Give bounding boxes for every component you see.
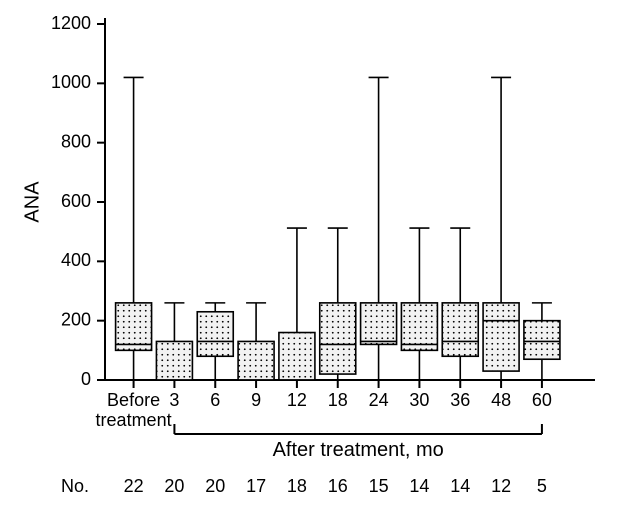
box [197, 303, 233, 380]
xtick-label: 60 [532, 390, 552, 410]
xtick-label: 9 [251, 390, 261, 410]
ytick-label: 0 [81, 369, 91, 389]
ytick-label: 1000 [51, 72, 91, 92]
ytick-label: 600 [61, 191, 91, 211]
no-value: 14 [450, 476, 470, 496]
no-value: 20 [205, 476, 225, 496]
ytick-label: 400 [61, 250, 91, 270]
boxplot-chart: 020040060080010001200ANABeforetreatment3… [0, 0, 622, 507]
box [320, 228, 356, 380]
no-value: 22 [124, 476, 144, 496]
box [361, 77, 397, 380]
box [524, 303, 560, 380]
no-value: 16 [328, 476, 348, 496]
ytick-label: 200 [61, 309, 91, 329]
xtick-label: 30 [409, 390, 429, 410]
xtick-label: 18 [328, 390, 348, 410]
y-axis-label: ANA [21, 181, 43, 223]
box [483, 77, 519, 380]
no-value: 5 [537, 476, 547, 496]
no-value: 20 [164, 476, 184, 496]
xtick-label: 36 [450, 390, 470, 410]
no-label: No. [61, 476, 89, 496]
box [156, 303, 192, 380]
box [238, 303, 274, 380]
xtick-label: 12 [287, 390, 307, 410]
box [279, 228, 315, 380]
ytick-label: 800 [61, 131, 91, 151]
box [401, 228, 437, 380]
xtick-label: 3 [169, 390, 179, 410]
no-value: 17 [246, 476, 266, 496]
no-value: 15 [369, 476, 389, 496]
no-value: 14 [409, 476, 429, 496]
xtick-label: Before [107, 390, 160, 410]
no-value: 12 [491, 476, 511, 496]
xtick-label: 24 [369, 390, 389, 410]
ytick-label: 1200 [51, 13, 91, 33]
xtick-label: 48 [491, 390, 511, 410]
after-treatment-label: After treatment, mo [273, 439, 444, 461]
xtick-label: treatment [96, 410, 172, 430]
xtick-label: 6 [210, 390, 220, 410]
no-value: 18 [287, 476, 307, 496]
box [442, 228, 478, 380]
box [116, 77, 152, 380]
